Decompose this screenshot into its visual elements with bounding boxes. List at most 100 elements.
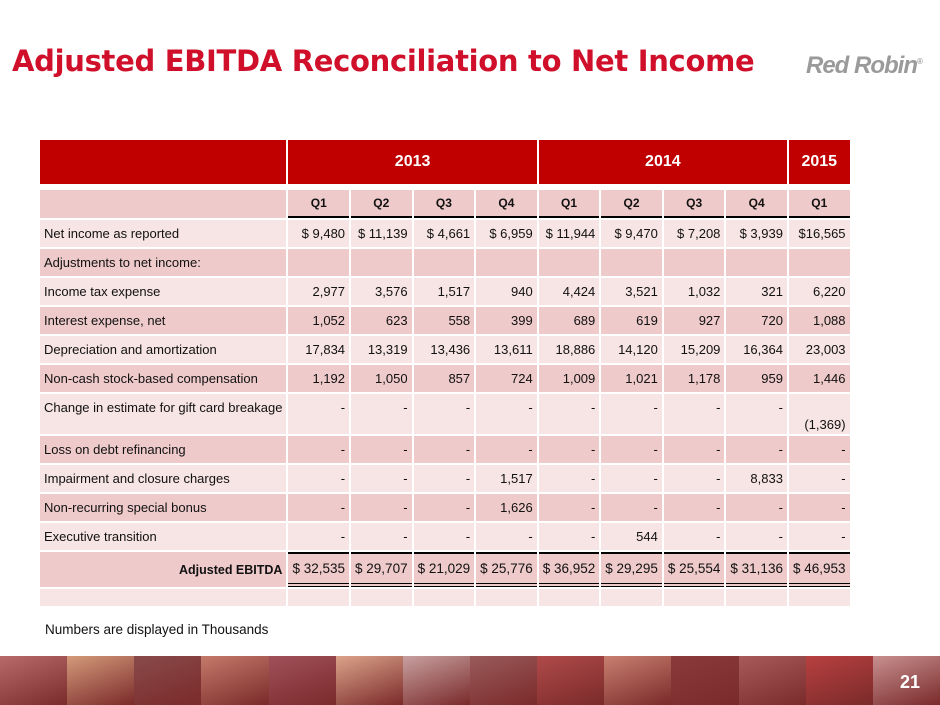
cell-value: $ 3,939	[726, 220, 787, 247]
cell-value: -	[288, 394, 350, 434]
cell-value: -	[788, 494, 850, 521]
cell-value: -	[288, 523, 350, 550]
cell-value: 619	[601, 307, 662, 334]
cell-value: -	[288, 494, 350, 521]
blank-row	[40, 589, 850, 606]
cell-value	[663, 249, 725, 276]
cell-value: 14,120	[601, 336, 662, 363]
quarter-header: Q2	[601, 190, 662, 218]
quarter-header-row: Q1 Q2 Q3 Q4 Q1 Q2 Q3 Q4 Q1	[40, 190, 850, 218]
cell-value: 1,050	[351, 365, 412, 392]
cell-value: -	[788, 436, 850, 463]
cell-value: $ 4,661	[413, 220, 475, 247]
total-value: $ 25,776	[476, 552, 537, 587]
footer-photo	[537, 656, 605, 705]
header-blank	[40, 140, 287, 184]
cell-value: -	[663, 394, 725, 434]
cell-value: 1,178	[663, 365, 725, 392]
cell-value	[726, 249, 787, 276]
total-row: Adjusted EBITDA $ 32,535 $ 29,707 $ 21,029 $…	[40, 552, 850, 587]
cell-value: -	[663, 436, 725, 463]
cell-value: 399	[476, 307, 537, 334]
table-row: Adjustments to net income:	[40, 249, 850, 276]
row-label: Non-cash stock-based compensation	[40, 365, 287, 392]
blank-cell	[663, 589, 725, 606]
cell-value: 18,886	[538, 336, 600, 363]
blank-cell	[413, 589, 475, 606]
row-label: Change in estimate for gift card breakag…	[40, 394, 287, 434]
quarter-header: Q3	[413, 190, 475, 218]
cell-value: 1,052	[288, 307, 350, 334]
cell-value: -	[413, 394, 475, 434]
cell-value: 6,220	[788, 278, 850, 305]
footer-photo	[201, 656, 269, 705]
quarter-header: Q3	[663, 190, 725, 218]
cell-value: -	[351, 465, 412, 492]
year-header-row: 2013 2014 2015	[40, 140, 850, 184]
cell-value: -	[663, 465, 725, 492]
cell-value: 8,833	[726, 465, 787, 492]
blank-cell	[788, 589, 850, 606]
cell-value: -	[538, 394, 600, 434]
cell-value: 857	[413, 365, 475, 392]
table-row: Change in estimate for gift card breakag…	[40, 394, 850, 434]
cell-value	[476, 249, 537, 276]
cell-value: $ 6,959	[476, 220, 537, 247]
cell-value: -	[726, 394, 787, 434]
footer-photo	[134, 656, 202, 705]
cell-value: 558	[413, 307, 475, 334]
cell-value: 689	[538, 307, 600, 334]
cell-value: 1,626	[476, 494, 537, 521]
cell-value: 1,192	[288, 365, 350, 392]
cell-value: -	[663, 494, 725, 521]
footer-photo	[67, 656, 135, 705]
total-value: $ 36,952	[538, 552, 600, 587]
total-value: $ 32,535	[288, 552, 350, 587]
cell-value: 13,319	[351, 336, 412, 363]
cell-value: -	[788, 465, 850, 492]
cell-value: -	[788, 523, 850, 550]
table-row: Impairment and closure charges - - -1,517- -…	[40, 465, 850, 492]
cell-value: 3,521	[601, 278, 662, 305]
cell-value: -	[726, 436, 787, 463]
cell-value: -	[726, 494, 787, 521]
quarter-header: Q4	[476, 190, 537, 218]
cell-value: 720	[726, 307, 787, 334]
row-label: Executive transition	[40, 523, 287, 550]
blank-cell	[40, 589, 287, 606]
cell-value: $ 11,139	[351, 220, 412, 247]
cell-value: (1,369)	[788, 394, 850, 434]
cell-value: -	[288, 465, 350, 492]
quarter-header: Q1	[288, 190, 350, 218]
cell-value: 1,021	[601, 365, 662, 392]
blank-cell	[538, 589, 600, 606]
cell-value: -	[726, 523, 787, 550]
cell-value: -	[413, 436, 475, 463]
cell-value	[601, 249, 662, 276]
footer-photo	[604, 656, 672, 705]
table-row: Depreciation and amortization 17,834 13,31…	[40, 336, 850, 363]
cell-value: -	[413, 523, 475, 550]
cell-value: $ 9,480	[288, 220, 350, 247]
page-number: 21	[899, 672, 920, 692]
table-row: Non-cash stock-based compensation 1,192 1,…	[40, 365, 850, 392]
footer-photo-strip	[0, 656, 940, 705]
cell-value: 724	[476, 365, 537, 392]
row-label: Loss on debt refinancing	[40, 436, 287, 463]
total-value: $ 25,554	[663, 552, 725, 587]
total-value: $ 29,295	[601, 552, 662, 587]
cell-value: -	[538, 523, 600, 550]
footnote: Numbers are displayed in Thousands	[45, 622, 269, 637]
cell-value: -	[601, 494, 662, 521]
row-label: Non-recurring special bonus	[40, 494, 287, 521]
cell-value: -	[476, 523, 537, 550]
row-label: Depreciation and amortization	[40, 336, 287, 363]
table-row: Interest expense, net 1,052 623 558 399 689 61…	[40, 307, 850, 334]
cell-value: 1,009	[538, 365, 600, 392]
total-label: Adjusted EBITDA	[40, 552, 287, 587]
ebitda-reconciliation-table: 2013 2014 2015 Q1 Q2 Q3 Q4 Q1 Q2 Q3 Q4 Q1 Net in…	[38, 138, 852, 608]
cell-value	[288, 249, 350, 276]
quarter-header: Q4	[726, 190, 787, 218]
table-row: Loss on debt refinancing - - - - - - - - -	[40, 436, 850, 463]
